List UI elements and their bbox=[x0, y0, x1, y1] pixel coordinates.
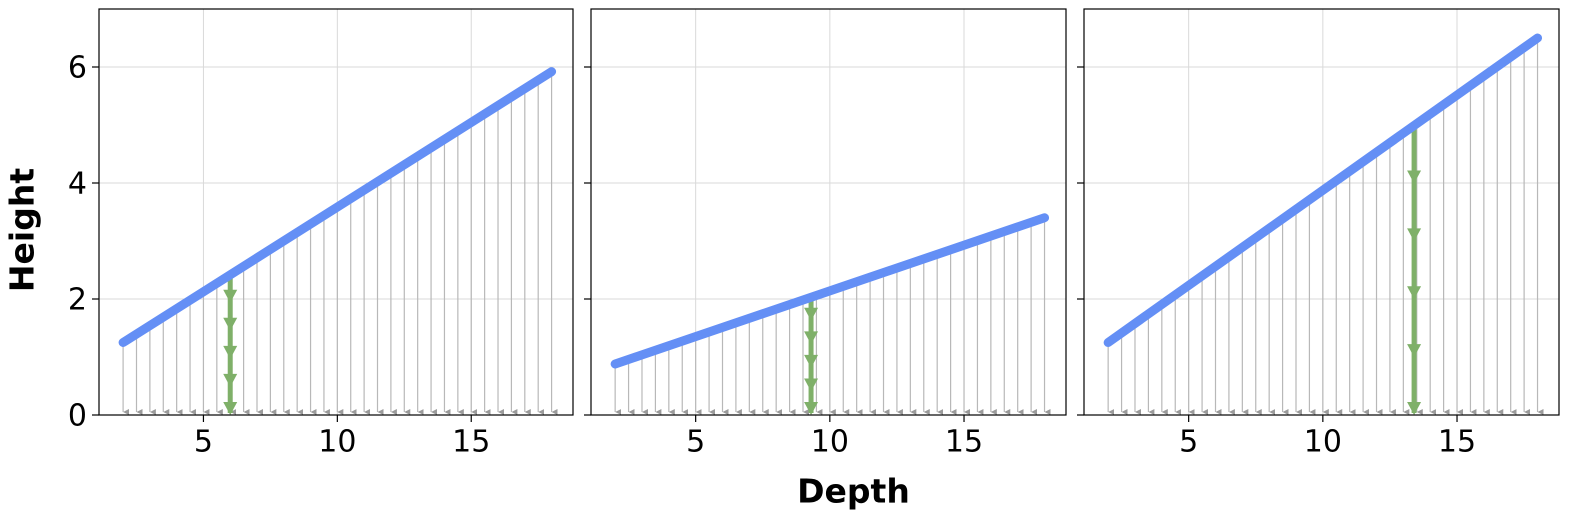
fit-line bbox=[1103, 33, 1543, 347]
axes-frame bbox=[1083, 8, 1560, 416]
fit-line bbox=[118, 67, 557, 347]
highlight-arrowhead bbox=[804, 354, 819, 368]
highlight-arrowhead bbox=[1407, 344, 1422, 358]
highlight-arrowhead bbox=[804, 331, 819, 345]
highlight-arrowhead bbox=[804, 307, 819, 321]
y-tick-label: 4 bbox=[68, 167, 87, 202]
y-axis-label: Height bbox=[3, 168, 42, 292]
y-tick-label: 0 bbox=[68, 399, 87, 434]
x-tick-label: 10 bbox=[811, 425, 849, 460]
highlight-arrowhead bbox=[1407, 402, 1422, 415]
x-tick-label: 15 bbox=[1438, 425, 1476, 460]
highlight-arrowhead bbox=[223, 373, 238, 387]
x-axis-label: Depth bbox=[797, 472, 910, 511]
highlight-arrowhead bbox=[1407, 286, 1422, 300]
x-tick-label: 5 bbox=[1179, 425, 1198, 460]
highlight-arrowhead bbox=[804, 378, 819, 392]
axes-frame bbox=[98, 8, 574, 416]
highlight-arrowhead bbox=[223, 345, 238, 359]
x-tick-label: 15 bbox=[452, 425, 490, 460]
y-tick-label: 6 bbox=[68, 51, 87, 86]
x-tick-label: 5 bbox=[194, 425, 213, 460]
axes-frame bbox=[590, 8, 1067, 416]
highlight-arrowhead bbox=[1407, 228, 1422, 242]
highlight-arrowhead bbox=[223, 289, 238, 303]
fit-line bbox=[610, 213, 1050, 369]
x-tick-label: 10 bbox=[318, 425, 356, 460]
x-tick-label: 5 bbox=[686, 425, 705, 460]
highlight-arrowhead bbox=[223, 317, 238, 331]
y-tick-label: 2 bbox=[68, 283, 87, 318]
highlight-arrowhead bbox=[1407, 170, 1422, 184]
x-tick-label: 10 bbox=[1304, 425, 1342, 460]
x-tick-label: 15 bbox=[945, 425, 983, 460]
highlight-arrowhead bbox=[804, 402, 819, 415]
highlight-arrowhead bbox=[223, 402, 238, 415]
